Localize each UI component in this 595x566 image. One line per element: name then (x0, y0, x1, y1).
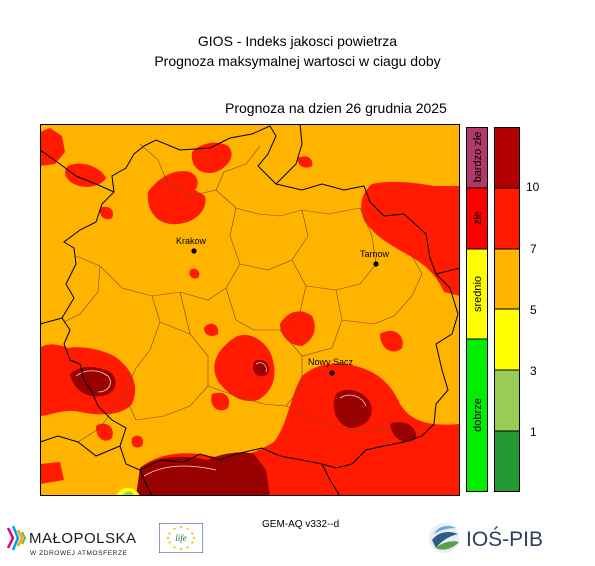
category-bad-swatch (466, 188, 488, 249)
ios-pib-wordmark: IOŚ-PIB (466, 527, 543, 551)
scale-band-7-10 (494, 188, 520, 249)
category-good-swatch (466, 339, 488, 492)
scale-tick-10: 10 (526, 180, 540, 194)
category-moderate-swatch (466, 249, 488, 339)
malopolska-mark-icon (6, 525, 27, 551)
category-very-bad-swatch (466, 127, 488, 188)
air-quality-map: Krakow Tarnow Nowy Sacz (40, 124, 460, 496)
scale-tick-7: 7 (530, 242, 537, 256)
category-label-very-bad: bardzo złe (472, 132, 484, 183)
malopolska-logo: MAŁOPOLSKA W ZDROWEJ ATMOSFERZE (6, 525, 137, 557)
eu-stars-icon (166, 525, 196, 551)
city-label-tarnow: Tarnow (360, 249, 390, 259)
eu-life-wordmark: life (175, 533, 187, 543)
city-krakow: Krakow (176, 236, 207, 254)
city-label-nowy-sacz: Nowy Sacz (308, 357, 354, 367)
district-boundaries (63, 143, 423, 443)
category-label-bad: złe (472, 211, 484, 225)
scale-band-below-1 (494, 431, 520, 492)
category-legend: bardzo złe złe srednio dobrze (466, 127, 488, 492)
model-version: GEM-AQ v332--d (262, 519, 340, 530)
eu-life-logo: life (159, 523, 203, 553)
city-tarnow: Tarnow (360, 249, 390, 267)
city-label-krakow: Krakow (176, 236, 207, 246)
scale-tick-1: 1 (530, 425, 537, 439)
ios-pib-mark-icon (429, 523, 459, 553)
region-boundary (40, 124, 460, 496)
ios-pib-logo: IOŚ-PIB (429, 523, 543, 553)
scale-band-1-3 (494, 370, 520, 431)
category-label-good: dobrze (472, 398, 484, 432)
city-nowy-sacz: Nowy Sacz (308, 357, 354, 376)
scale-band-5-7 (494, 249, 520, 309)
malopolska-wordmark: MAŁOPOLSKA (29, 530, 137, 547)
sufficient-area (116, 487, 140, 496)
index-scale-legend (494, 127, 520, 492)
scale-band-10-plus (494, 127, 520, 188)
map-frame (40, 124, 460, 496)
scale-band-3-5 (494, 309, 520, 370)
scale-tick-5: 5 (530, 303, 537, 317)
map-subtitle: Prognoza maksymalnej wartosci w ciagu do… (154, 53, 441, 69)
city-markers: Krakow Tarnow Nowy Sacz (176, 236, 390, 376)
malopolska-tagline: W ZDROWEJ ATMOSFERZE (30, 550, 128, 557)
category-label-moderate: srednio (472, 276, 484, 312)
map-title: GIOS - Indeks jakosci powietrza (197, 33, 398, 49)
very-bad-areas (70, 359, 417, 496)
forecast-date: Prognoza na dzien 26 grudnia 2025 (225, 100, 447, 116)
scale-tick-3: 3 (530, 364, 537, 378)
contour-lines (75, 362, 367, 477)
